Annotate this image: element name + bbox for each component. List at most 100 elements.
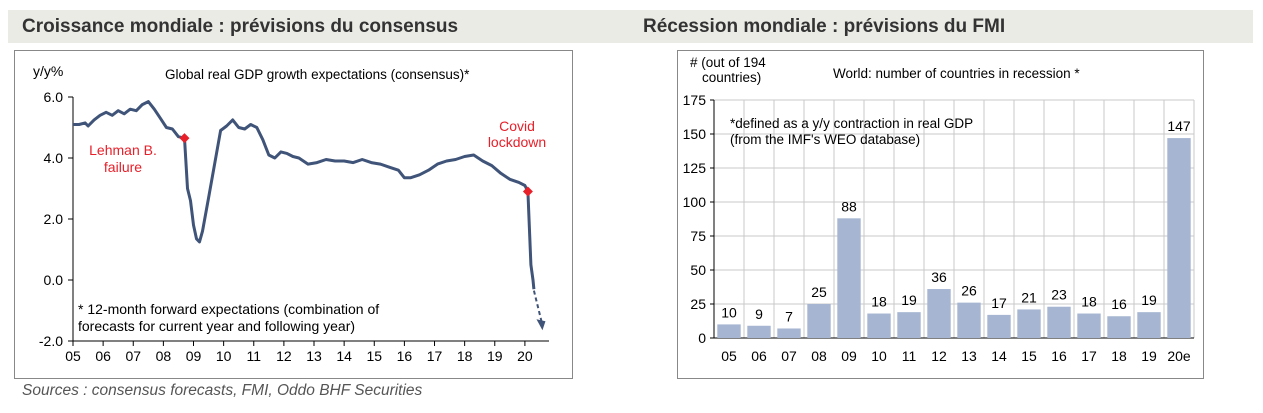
x-tick-label: 10 [871,348,887,364]
gdp-growth-line-chart: 6.0 4.0 2.0 0.0 -2.005 06 07 08 09 10 11 12 13 14 15 16… [33,63,549,364]
bar-value-label: 16 [1111,296,1127,312]
y-axis-label-line2: countries) [702,70,761,85]
bar-value-label: 19 [901,292,917,308]
x-tick-label: 12 [276,348,292,364]
bar-14 [987,314,1011,338]
footnote-line1: * 12-month forward expectations (combina… [78,301,379,317]
y-axis-label-line1: # (out of 194 [690,55,766,70]
x-tick-label: 14 [991,348,1007,364]
forecast-arrow-head [536,319,546,331]
y-tick-label: 6.0 [44,89,64,105]
gdp-expectations-line [73,100,536,290]
x-tick-label: 07 [781,348,797,364]
y-tick-label: 0.0 [44,272,64,288]
bar-16 [1047,306,1071,338]
y-tick-label: 25 [690,296,706,312]
covid-marker [522,186,533,197]
bar-value-label: 9 [755,306,763,322]
bar-15 [1017,309,1041,338]
x-tick-label: 08 [156,348,172,364]
x-tick-label: 12 [931,348,947,364]
bar-18 [1107,316,1131,338]
bar-17 [1077,313,1101,338]
y-tick-label: 50 [690,262,706,278]
x-tick-label: 05 [721,348,737,364]
x-tick-label: 09 [841,348,857,364]
bar-value-label: 19 [1141,292,1157,308]
y-axis-label: y/y% [33,63,63,79]
x-tick-label: 18 [1111,348,1127,364]
bar-value-label: 147 [1167,118,1191,134]
bar-13 [957,302,981,338]
y-tick-label: 2.0 [44,211,64,227]
chart-title: Global real GDP growth expectations (con… [165,67,470,82]
bar-06 [747,325,771,338]
bar-value-label: 10 [721,304,737,320]
chart-title: World: number of countries in recession … [833,66,1080,81]
recession-chart-panel: 175 150 125 100 75 50 25 0 # (out of 194 countrie… [677,50,1204,379]
covid-annotation-line1: Covid [499,118,535,134]
bar-value-label: 7 [785,308,793,324]
x-tick-label: 19 [1141,348,1157,364]
x-tick-label: 16 [397,348,413,364]
bar-value-label: 36 [931,269,947,285]
bar-10 [867,313,891,338]
x-tick-label: 06 [95,348,111,364]
bar-value-label: 26 [961,283,977,299]
bar-05 [717,324,741,338]
x-tick-label: 15 [1021,348,1037,364]
definition-note-line1: *defined as a y/y contraction in real GD… [730,116,973,131]
x-tick-label: 19 [487,348,503,364]
bar-value-label: 21 [1021,289,1037,305]
x-tick-label: 10 [216,348,232,364]
recession-bar-chart: 175 150 125 100 75 50 25 0 # (out of 194countrie… [683,55,1195,364]
bar-08 [807,304,831,338]
y-tick-label: 100 [683,194,707,210]
x-tick-label: 06 [751,348,767,364]
source-note: Sources : consensus forecasts, FMI, Oddo… [22,382,423,399]
lehman-annotation-line1: Lehman B. [89,142,157,158]
x-tick-label: 14 [336,348,352,364]
x-tick-label: 17 [1081,348,1097,364]
bar-12 [927,289,951,338]
y-tick-label: -2.0 [39,333,63,349]
bar-value-label: 17 [991,295,1007,311]
y-tick-label: 4.0 [44,150,64,166]
x-tick-label: 20e [1167,348,1191,364]
footnote-line2: forecasts for current year and following… [78,318,355,334]
y-tick-label: 175 [683,92,707,108]
bar-07 [777,328,801,338]
y-tick-label: 75 [690,228,706,244]
x-tick-label: 07 [125,348,141,364]
bar-19 [1137,312,1161,338]
bar-value-label: 88 [841,198,857,214]
x-tick-label: 15 [366,348,382,364]
left-chart-header: Croissance mondiale : prévisions du cons… [8,10,633,43]
x-tick-label: 13 [306,348,322,364]
right-chart-header: Récession mondiale : prévisions du FMI [633,10,1253,43]
bar-value-label: 23 [1051,287,1067,303]
bar-value-label: 25 [811,284,827,300]
y-tick-label: 125 [683,160,707,176]
x-tick-label: 11 [246,348,261,364]
x-tick-label: 18 [457,348,473,364]
x-tick-label: 20 [517,348,533,364]
x-tick-label: 16 [1051,348,1067,364]
x-tick-label: 09 [186,348,202,364]
definition-note-line2: (from the IMF's WEO database) [730,132,920,147]
bar-value-label: 18 [871,294,887,310]
y-tick-label: 0 [698,330,706,346]
x-tick-label: 08 [811,348,827,364]
y-tick-label: 150 [683,126,707,142]
bar-value-label: 18 [1081,294,1097,310]
x-tick-label: 11 [902,348,917,364]
bar-09 [837,218,861,338]
x-tick-label: 17 [427,348,443,364]
x-tick-label: 13 [961,348,977,364]
bar-11 [897,312,921,338]
forecast-arrow-line [532,290,543,322]
lehman-annotation-line2: failure [104,159,142,175]
covid-annotation-line2: lockdown [488,134,546,150]
gdp-growth-chart-panel: 6.0 4.0 2.0 0.0 -2.0 05 06 07 08 09 10 11 12 13 14 15 16… [14,50,573,379]
bar-20e [1167,138,1191,338]
